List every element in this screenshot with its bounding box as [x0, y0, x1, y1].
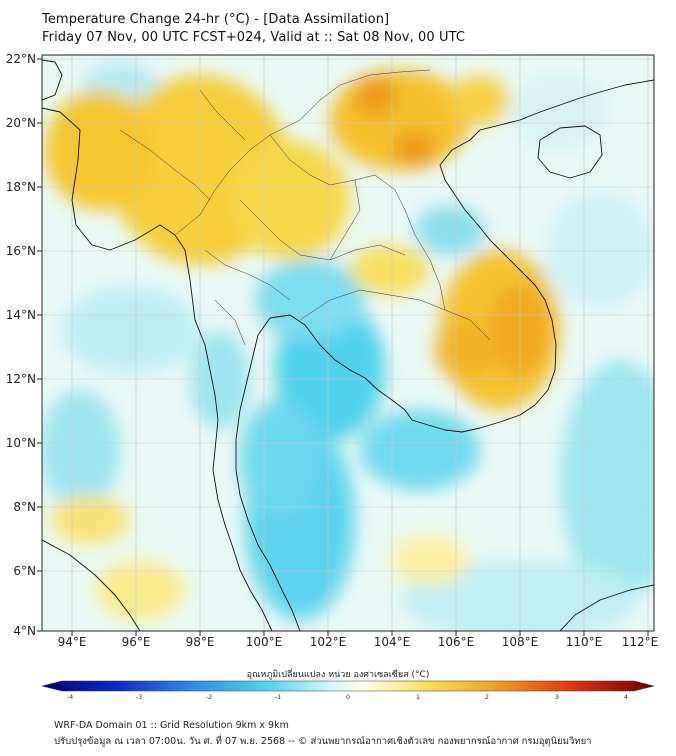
coastlines	[42, 59, 654, 631]
colorbar-bar	[41, 680, 655, 692]
colorbar-label: อุณหภูมิเปลี่ยนแปลง หน่วย องศาเซลเซียส (…	[246, 670, 430, 680]
lon-label: 112°E	[622, 635, 659, 649]
lon-label: 94°E	[58, 635, 87, 649]
colorbar-tick: 2	[485, 693, 489, 700]
colorbar: -4 -3 -2 -1 0 1 2 3 4	[41, 680, 655, 700]
lat-label: 12°N	[6, 372, 36, 386]
lat-label: 6°N	[13, 564, 36, 578]
lon-label: 108°E	[502, 635, 539, 649]
colorbar-ticks: -4 -3 -2 -1 0 1 2 3 4	[67, 693, 628, 700]
temperature-change-map[interactable]: 94°E 96°E 98°E 100°E 102°E 104°E 106°E 1…	[0, 0, 676, 700]
lat-label: 20°N	[6, 116, 36, 130]
lon-label: 102°E	[310, 635, 347, 649]
colorbar-tick: -4	[67, 693, 73, 700]
lat-label: 14°N	[6, 308, 36, 322]
map-title: Temperature Change 24-hr (°C) - [Data As…	[42, 12, 390, 27]
lat-label: 16°N	[6, 244, 36, 258]
map-frame	[41, 54, 655, 632]
field-layer	[42, 55, 654, 631]
lat-label: 8°N	[13, 500, 36, 514]
lat-label: 18°N	[6, 180, 36, 194]
colorbar-tick: -1	[275, 693, 281, 700]
lon-label: 98°E	[186, 635, 215, 649]
footer-model-info: WRF-DA Domain 01 :: Grid Resolution 9km …	[54, 720, 289, 731]
lat-label: 10°N	[6, 436, 36, 450]
lat-label: 22°N	[6, 52, 36, 66]
lon-label: 106°E	[438, 635, 475, 649]
borders	[119, 69, 491, 346]
colorbar-tick: 1	[416, 693, 420, 700]
colorbar-tick: -2	[206, 693, 212, 700]
lon-label: 100°E	[246, 635, 283, 649]
lat-axis	[37, 58, 42, 632]
lon-label: 104°E	[374, 635, 411, 649]
lon-label: 96°E	[122, 635, 151, 649]
lon-axis	[71, 631, 649, 636]
lat-label: 4°N	[13, 624, 36, 638]
lat-labels: 22°N 20°N 18°N 16°N 14°N 12°N 10°N 8°N 6…	[6, 52, 36, 638]
lon-label: 110°E	[566, 635, 603, 649]
colorbar-tick: -3	[136, 693, 142, 700]
colorbar-tick: 3	[555, 693, 559, 700]
footer-credit: ปรับปรุงข้อมูล ณ เวลา 07:00น. วัน ศ. ที่…	[54, 736, 592, 747]
map-subtitle: Friday 07 Nov, 00 UTC FCST+024, Valid at…	[42, 30, 466, 45]
colorbar-tick: 4	[624, 693, 628, 700]
lon-labels: 94°E 96°E 98°E 100°E 102°E 104°E 106°E 1…	[58, 635, 659, 649]
colorbar-tick: 0	[346, 693, 350, 700]
graticule	[42, 55, 654, 631]
